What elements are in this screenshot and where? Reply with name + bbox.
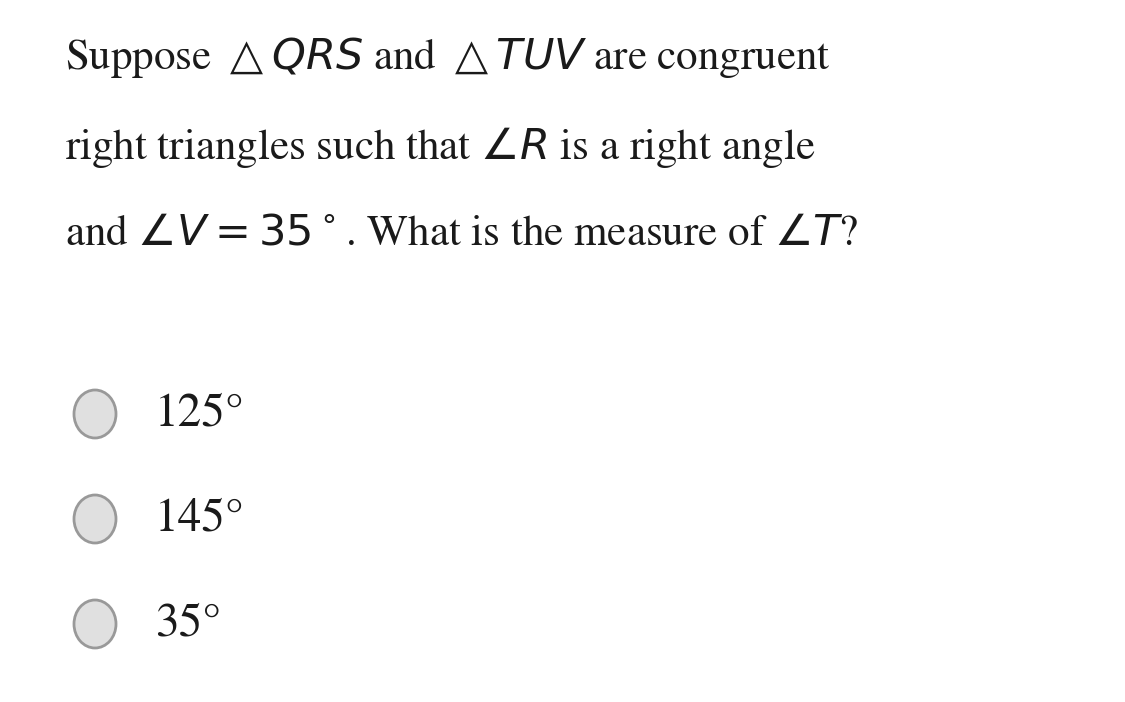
Text: 35°: 35° [155, 602, 222, 645]
Text: right triangles such that $\angle R$ is a right angle: right triangles such that $\angle R$ is … [65, 125, 816, 170]
Text: 145°: 145° [155, 498, 245, 541]
Ellipse shape [74, 600, 116, 648]
Ellipse shape [74, 495, 116, 543]
Text: and $\angle V = 35^\circ$. What is the measure of $\angle T$?: and $\angle V = 35^\circ$. What is the m… [65, 215, 858, 253]
Text: Suppose $\triangle QRS$ and $\triangle TUV$ are congruent: Suppose $\triangle QRS$ and $\triangle T… [65, 35, 831, 80]
Text: 125°: 125° [155, 392, 245, 435]
Ellipse shape [74, 390, 116, 438]
